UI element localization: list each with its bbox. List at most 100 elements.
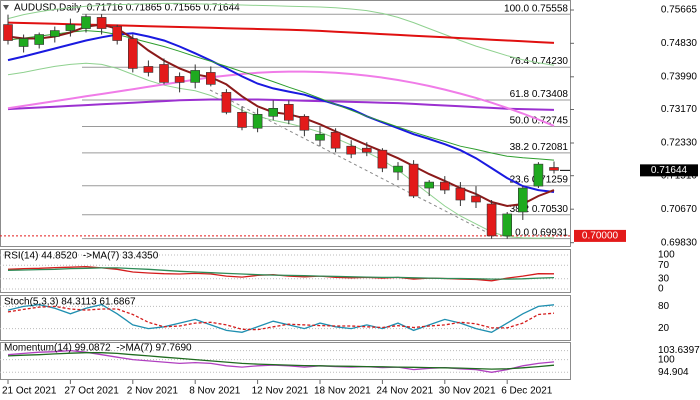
moving-average-line [7, 30, 555, 161]
fib-level-price: 0.72081 [532, 142, 569, 153]
candle-body [237, 111, 247, 128]
candle-body [112, 26, 122, 41]
y-tick-label: 20 [658, 323, 670, 334]
x-tick-label: 6 Dec 2021 [501, 386, 553, 397]
candle-body [174, 76, 185, 83]
candle-body [408, 163, 419, 197]
y-tick-label: 94.904 [658, 367, 689, 378]
y-tick-label: 103.6397 [658, 345, 700, 356]
pane-title: Momentum(14) 99.0872 ->MA(7) 97.7690 [4, 343, 192, 354]
fib-level-price: 0.73408 [532, 89, 569, 100]
fib-level-name: 61.8 [510, 89, 530, 100]
x-tick-label: 18 Nov 2021 [314, 386, 371, 397]
fib-level-name: 23.6 [510, 174, 530, 185]
candle-body [361, 147, 372, 153]
y-tick-label: 0.73170 [661, 104, 698, 115]
x-tick-label: 12 Nov 2021 [252, 386, 309, 397]
x-tick-label: 24 Nov 2021 [376, 386, 433, 397]
candle-body [3, 24, 13, 41]
indicator-line [7, 303, 555, 333]
fib-level-label: 50.0 0.72745 [510, 115, 569, 126]
last-price-box [640, 164, 698, 177]
fib-level-label: 0.0 0.69931 [515, 227, 568, 238]
moving-average-line [7, 62, 555, 239]
moving-average-line [7, 32, 555, 193]
x-tick-label: 8 Nov 2021 [189, 386, 241, 397]
y-tick-label: 100 [658, 250, 675, 261]
candle-body [96, 17, 107, 29]
fib-level-label: 38.2 0.72081 [510, 142, 569, 153]
x-tick-label: 21 Oct 2021 [2, 386, 57, 397]
y-tick-label: 30 [658, 273, 670, 284]
candle-body [315, 133, 325, 141]
fib-level-label: 100.0 0.75558 [504, 3, 568, 14]
y-tick-label: 0.74830 [661, 38, 698, 49]
y-tick-label: 100 [658, 354, 675, 365]
candle-body [486, 203, 497, 237]
candle-body [81, 16, 91, 29]
candle-body [471, 195, 481, 203]
candle-body [346, 145, 357, 155]
indicator-line [7, 305, 555, 331]
y-tick-label: 0.75665 [661, 5, 698, 16]
y-tick-label: 70 [658, 260, 670, 271]
stoch-pane [0, 295, 571, 341]
indicator-line [7, 267, 555, 280]
candle-body [34, 34, 45, 45]
y-tick-label: 0.72330 [661, 138, 698, 149]
candle-body [393, 165, 403, 173]
moving-average-line [7, 98, 555, 111]
candle-body [18, 38, 29, 47]
candle-body [49, 30, 60, 37]
y-tick-label: 80 [658, 301, 670, 312]
fib-level-price: 0.69931 [532, 227, 569, 238]
x-tick-label: 2 Nov 2021 [127, 386, 179, 397]
candle-body [424, 181, 435, 189]
candle-body [283, 104, 294, 121]
candle-body [439, 181, 450, 191]
candle-body [190, 70, 200, 83]
candle-body [268, 108, 279, 117]
indicator-line [7, 352, 555, 370]
candle-body [128, 38, 138, 69]
fib-level-label: 23.6 0.71259 [510, 174, 569, 185]
fib-level-name: 38.2 [510, 142, 530, 153]
fib-level-name: 0.0 [515, 227, 529, 238]
candle-body [221, 92, 232, 113]
candle-body [377, 149, 388, 169]
candle-body [143, 66, 154, 73]
candle-body [159, 64, 169, 83]
fib-level-label: 76.4 0.74230 [510, 56, 569, 67]
fib-level-price: 0.74230 [532, 56, 569, 67]
fib-level-price: 0.70530 [532, 203, 569, 214]
fib-level-price: 0.75558 [532, 3, 569, 14]
x-tick-label: 30 Nov 2021 [439, 386, 496, 397]
chart-title: AUDUSD,Daily 0.71716 0.71865 0.71565 0.7… [14, 3, 240, 14]
fib-level-name: 76.4 [510, 56, 530, 67]
pane-title: Stoch(5,3,3) 84.3113 61.6867 [4, 297, 136, 308]
candle-body [549, 167, 559, 171]
pane-title: RSI(14) 44.8520 ->MA(7) 33.4350 [4, 251, 159, 262]
candle-body [206, 72, 216, 85]
fib-level-price: 0.71259 [532, 174, 569, 185]
candle-body [502, 213, 513, 237]
candle-body [252, 113, 263, 129]
y-tick-label: 0.70670 [661, 204, 698, 215]
candle-body [65, 24, 76, 31]
support-label-box [574, 229, 626, 242]
momentum-pane [0, 342, 571, 380]
moving-average-line [7, 70, 555, 127]
last-price-label: 0.71644 [651, 165, 688, 176]
candle-body [533, 163, 544, 187]
y-tick-label: 0.73990 [661, 71, 698, 82]
candle-body [330, 131, 341, 149]
trend-line [209, 89, 493, 236]
fib-level-name: 100.0 [504, 3, 529, 14]
main-pane [0, 0, 571, 247]
rsi-pane [0, 249, 571, 293]
candle-body [517, 187, 528, 213]
y-tick-label: 0.69830 [661, 237, 698, 248]
moving-average-line [7, 2, 555, 66]
candle-body [455, 187, 466, 201]
